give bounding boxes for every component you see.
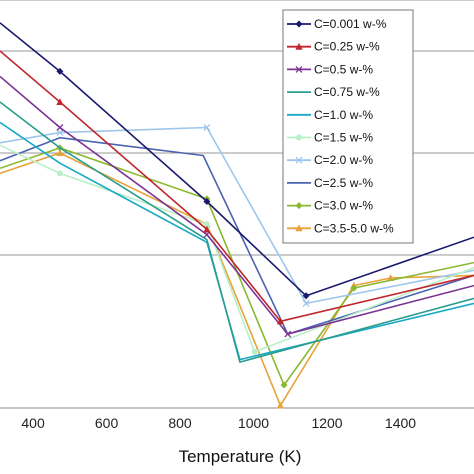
data-point [280,381,288,389]
data-point [203,225,211,233]
series-1 [0,22,474,300]
legend-entry: C=0.75 w-% [287,85,380,99]
data-point [203,124,211,131]
legend-label: C=0.75 w-% [314,85,380,99]
x-tick-label: 400 [21,415,45,431]
series-4 [0,101,474,363]
x-ticks: 400 600 800 1000 1200 1400 [21,415,416,431]
legend-marker [295,202,303,210]
x-tick-label: 1000 [238,415,269,431]
data-point [56,98,64,105]
x-tick-label: 600 [95,415,119,431]
series-line [0,136,474,335]
legend-label: C=2.0 w-% [314,153,373,167]
data-point [203,221,210,228]
data-point [302,299,310,307]
legend-label: C=1.5 w-% [314,131,373,145]
legend: C=0.001 w-% C=0.25 w-% C=0.5 w-% C=0.75 w-%… [282,9,414,244]
legend-label: C=2.5 w-% [314,176,373,190]
series-7 [0,124,474,307]
x-axis-title: Temperature (K) [179,447,302,466]
legend-entry: C=3.0 w-% [287,199,373,213]
series-8 [0,136,474,335]
legend-label: C=0.001 w-% [314,17,387,31]
data-point [284,330,292,338]
data-point [302,292,310,300]
series-3 [0,75,474,338]
legend-label: C=0.5 w-% [314,62,373,76]
legend-marker [295,20,303,28]
legend-entry: C=1.5 w-% [287,131,373,145]
data-point [56,67,64,75]
series-line [0,101,474,363]
legend-marker [295,42,303,50]
x-tick-label: 800 [168,415,192,431]
legend-label: C=3.5-5.0 w-% [314,221,394,235]
legend-entry: C=0.5 w-% [287,62,373,76]
data-point [56,129,64,137]
legend-entry: C=0.25 w-% [287,40,380,54]
legend-entry: C=2.0 w-% [287,153,373,167]
legend-label: C=3.0 w-% [314,199,373,213]
legend-entry: C=2.5 w-% [287,176,373,190]
legend-label: C=0.25 w-% [314,40,380,54]
legend-marker [296,134,302,141]
data-point [251,348,258,355]
legend-entry: C=1.0 w-% [287,108,373,122]
series-2 [0,50,474,325]
legend-entry: C=0.001 w-% [287,17,387,31]
legend-marker [295,156,303,164]
series-line [0,147,474,386]
series-lines [0,22,474,409]
data-point [56,124,64,131]
x-tick-label: 1200 [311,415,342,431]
legend-label: C=1.0 w-% [314,108,373,122]
legend-box [282,9,414,244]
data-point [56,170,63,177]
legend-entry: C=3.5-5.0 w-% [287,221,394,235]
legend-marker [295,65,303,73]
legend-marker [295,224,303,232]
data-point [350,284,358,292]
data-point [56,149,64,156]
x-tick-label: 1400 [385,415,416,431]
data-point [276,317,284,325]
data-point [203,197,211,205]
data-point [276,401,284,409]
